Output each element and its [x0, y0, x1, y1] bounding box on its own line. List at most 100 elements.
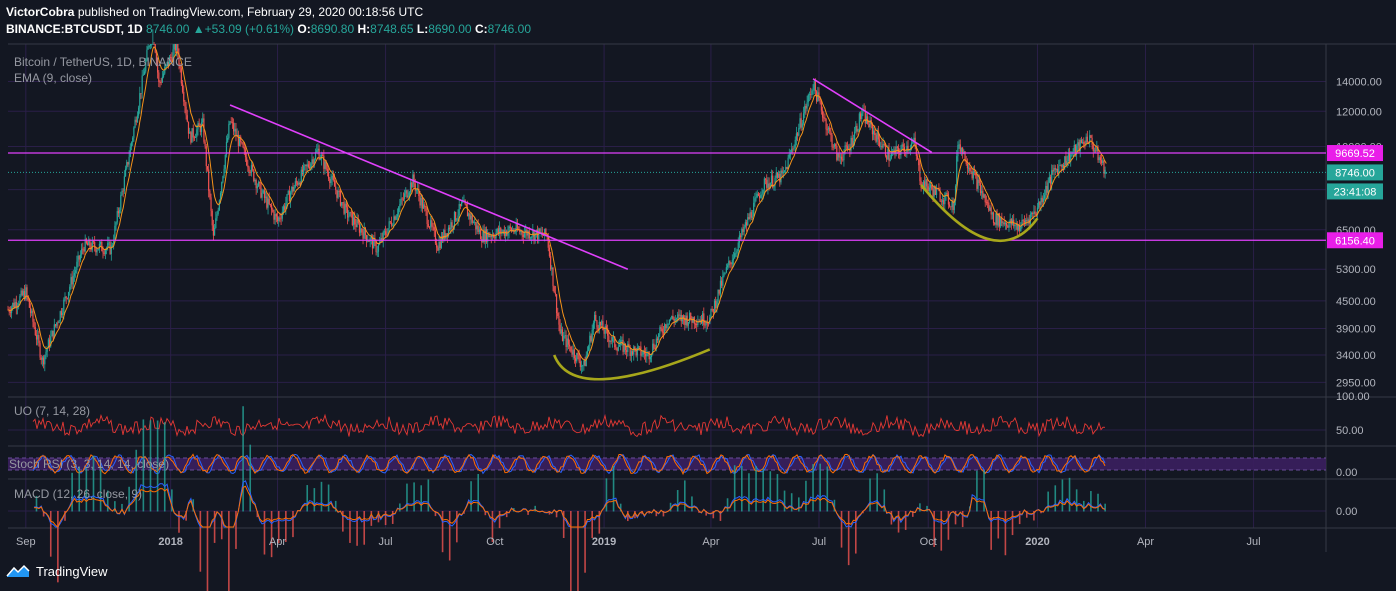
- macd-histogram-bar: [384, 511, 387, 526]
- candle-body: [1070, 154, 1072, 162]
- pane-separators: [8, 43, 1396, 552]
- candle-body: [667, 323, 669, 326]
- macd-histogram-bar: [890, 511, 893, 525]
- candle-body: [1090, 135, 1092, 138]
- candle-body: [101, 241, 103, 252]
- footer-brand[interactable]: TradingView: [36, 563, 108, 579]
- candle-body: [333, 180, 336, 187]
- candle-body: [781, 170, 783, 174]
- macd-histogram-bar: [42, 511, 45, 517]
- price-tick-label: 12000.00: [1336, 106, 1382, 118]
- candle-body: [242, 143, 244, 148]
- candle-body: [707, 323, 710, 325]
- candle-body: [281, 211, 283, 219]
- candle-body: [635, 348, 637, 356]
- candle-body: [199, 125, 201, 132]
- candle-body: [403, 193, 406, 199]
- candle-body: [768, 183, 770, 189]
- candle-body: [1014, 224, 1016, 227]
- candle-body: [50, 336, 52, 347]
- candle-body: [531, 236, 533, 238]
- candle-body: [229, 121, 231, 125]
- candle-body: [679, 314, 681, 316]
- candle-body: [1059, 164, 1061, 166]
- candle-body: [360, 228, 362, 233]
- candle-body: [574, 358, 577, 362]
- candle-body: [636, 347, 638, 356]
- candle-body: [15, 301, 17, 308]
- candle-body: [373, 237, 375, 249]
- candle-body: [1029, 214, 1031, 224]
- candle-body: [902, 144, 904, 147]
- candle-body: [564, 335, 566, 337]
- candle-body: [725, 267, 727, 273]
- candle-body: [800, 118, 802, 128]
- candle-body: [103, 252, 105, 255]
- candle-body: [888, 149, 890, 161]
- candle-body: [595, 314, 597, 321]
- candle-body: [602, 321, 604, 331]
- candle-body: [365, 235, 368, 242]
- candles: [7, 29, 1107, 374]
- candle-body: [1104, 169, 1106, 174]
- candle-body: [1022, 220, 1024, 221]
- macd-histogram-bar: [669, 502, 672, 512]
- author-name[interactable]: VictorCobra: [6, 5, 75, 19]
- candle-body: [590, 335, 592, 342]
- candle-body: [869, 120, 871, 128]
- candle-body: [285, 203, 287, 210]
- candle-body: [139, 93, 141, 108]
- candle-body: [666, 325, 668, 329]
- candle-body: [424, 204, 426, 208]
- candle-body: [576, 353, 578, 362]
- candle-body: [754, 198, 756, 203]
- candle-body: [208, 169, 210, 191]
- macd-histogram-bar: [242, 406, 244, 512]
- candle-body: [459, 204, 461, 206]
- candle-body: [389, 221, 391, 223]
- candle-body: [612, 336, 615, 338]
- candle-body: [675, 318, 678, 320]
- candle-body: [557, 313, 559, 317]
- candle-body: [268, 198, 270, 205]
- candle-body: [596, 320, 598, 328]
- candle-body: [1042, 198, 1045, 203]
- candle-body: [306, 164, 308, 167]
- countdown-badge: 23:41:08: [1334, 186, 1377, 198]
- candle-body: [108, 242, 110, 244]
- macd-histogram-bar: [1040, 511, 1042, 514]
- rounded-bottom-arc: [552, 348, 711, 381]
- candle-body: [1045, 185, 1047, 196]
- high-label: H:: [357, 22, 371, 36]
- candle-body: [730, 262, 732, 265]
- candle-body: [656, 338, 659, 341]
- candle-body: [776, 172, 779, 178]
- candle-body: [38, 335, 40, 343]
- candle-body: [29, 307, 32, 314]
- candle-body: [153, 44, 155, 45]
- candle-body: [149, 44, 152, 46]
- macd-histogram-bar: [598, 511, 601, 534]
- candle-body: [832, 146, 834, 148]
- candle-body: [582, 365, 584, 367]
- candle-body: [234, 128, 236, 132]
- candle-body: [760, 194, 762, 199]
- candle-body: [47, 339, 49, 349]
- candle-body: [782, 171, 784, 174]
- candle-body: [1102, 160, 1104, 164]
- candle-body: [788, 154, 790, 158]
- macd-histogram-bar: [634, 511, 636, 519]
- candle-body: [275, 214, 277, 217]
- macd-histogram-bar: [584, 511, 586, 573]
- candle-body: [406, 190, 408, 198]
- stoch-rsi-pane: [8, 453, 1326, 476]
- candle-body: [851, 137, 853, 146]
- macd-histogram-bar: [334, 500, 337, 512]
- candle-body: [755, 197, 757, 199]
- candle-body: [519, 229, 521, 232]
- candle-body: [924, 181, 926, 190]
- price-tick-label: 3400.00: [1336, 350, 1376, 362]
- candle-body: [455, 211, 457, 221]
- candle-body: [13, 302, 15, 308]
